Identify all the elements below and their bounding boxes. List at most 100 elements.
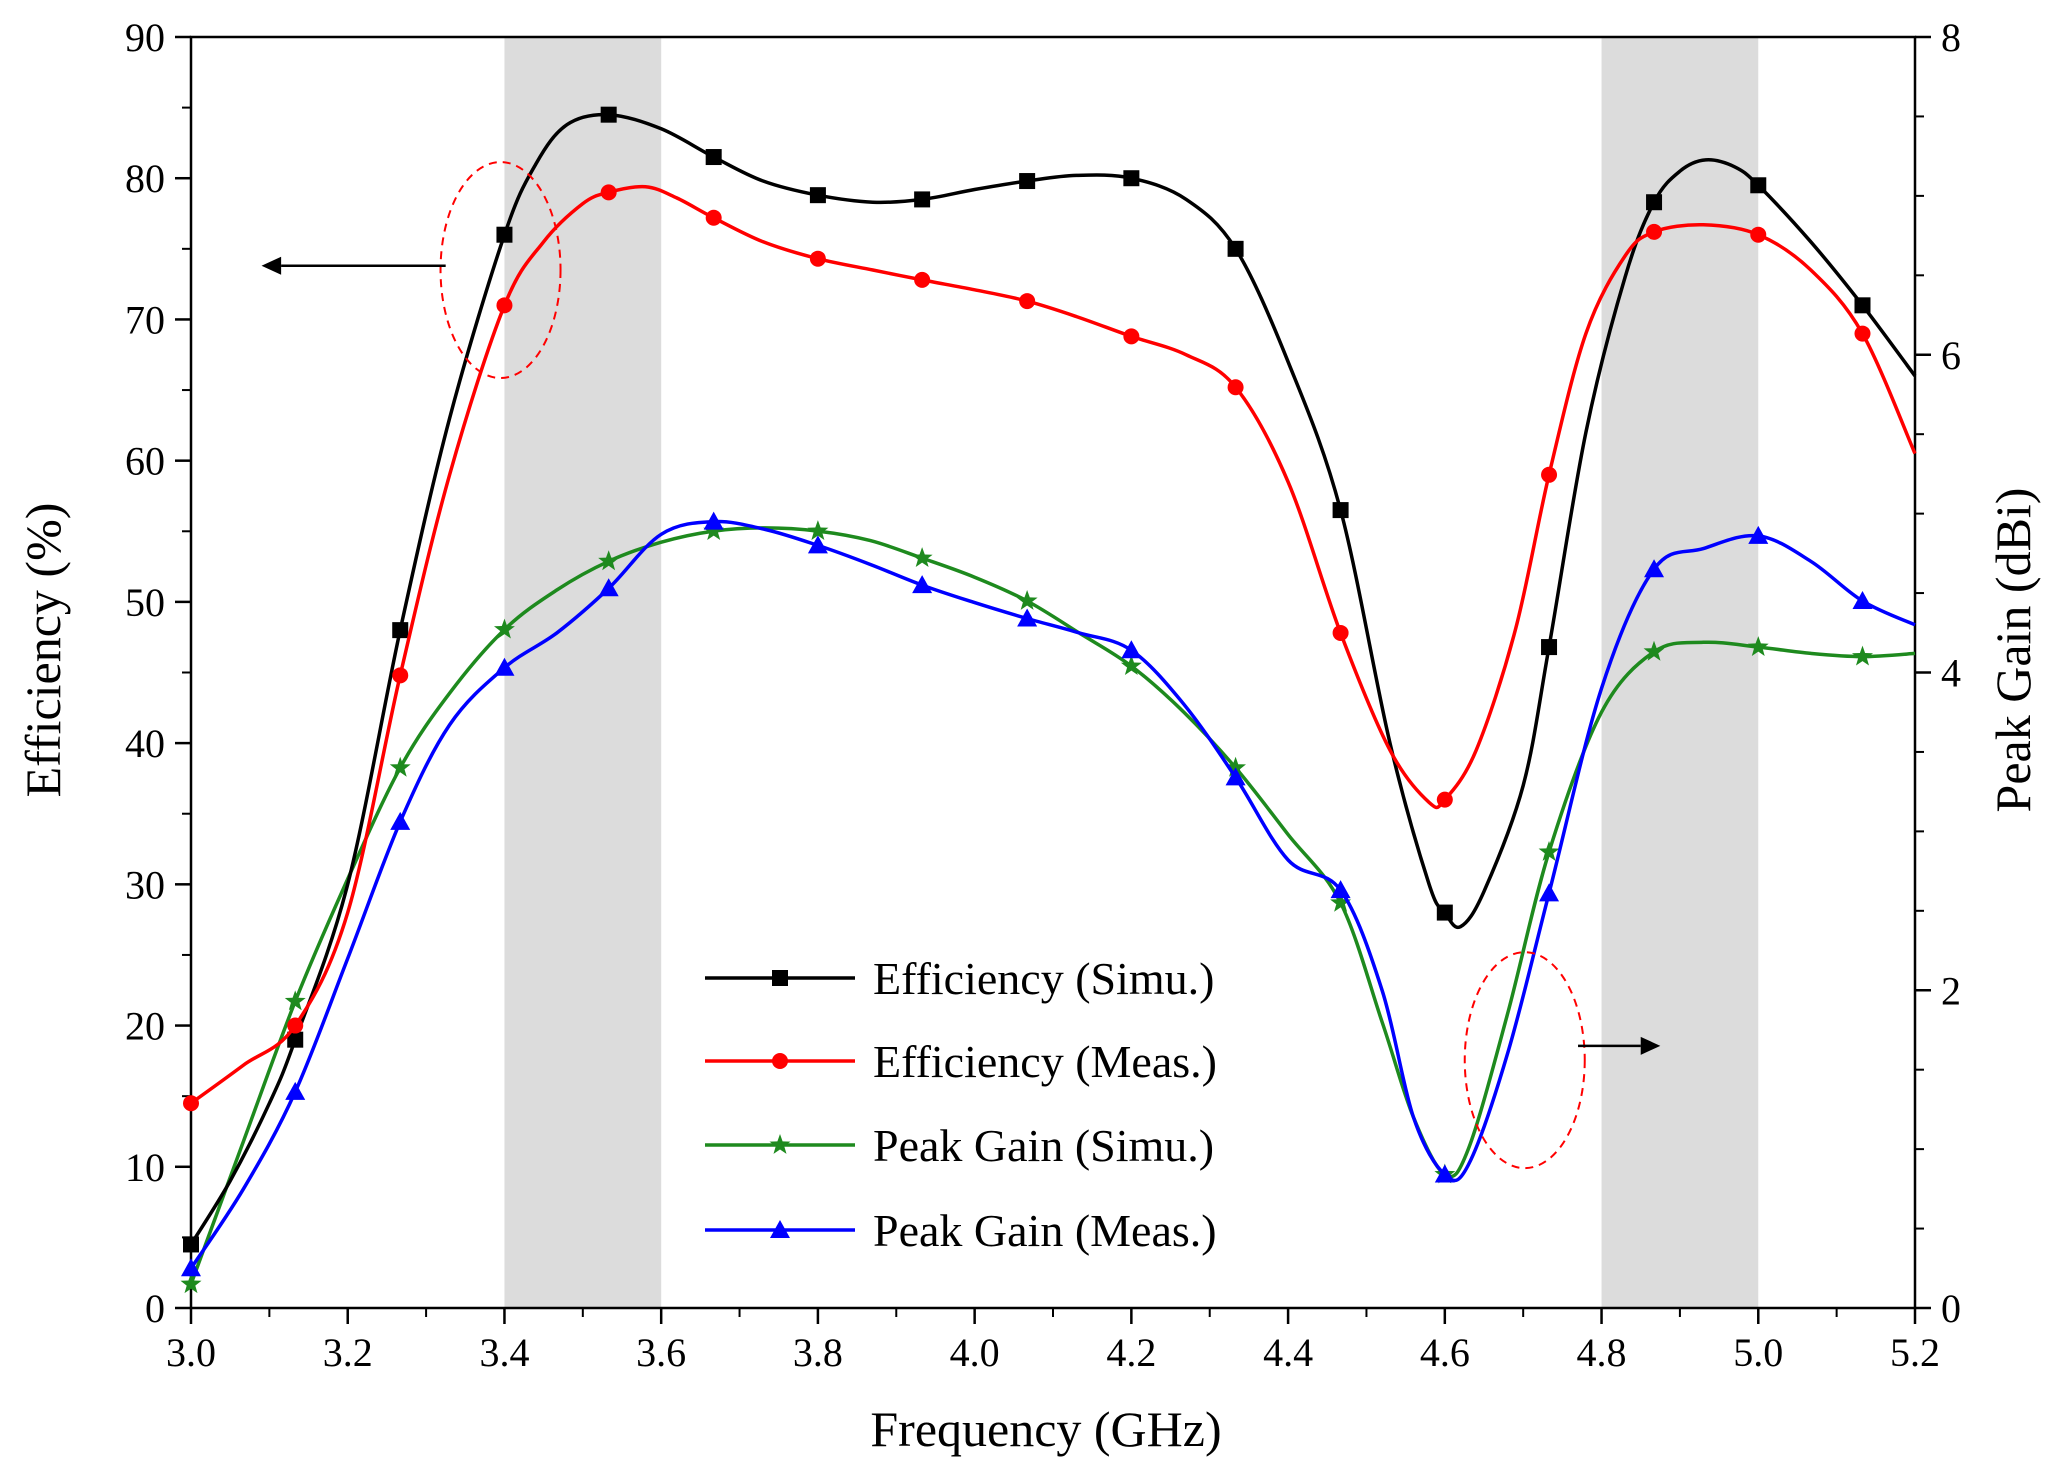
- y-right-tick-label: 0: [1941, 1286, 1961, 1331]
- data-point-peak-gain-simu: [1538, 841, 1560, 861]
- data-point-peak-gain-meas: [181, 1258, 201, 1277]
- data-point-efficiency-simu: [1227, 240, 1244, 257]
- left-axis-group-ellipse: [439, 161, 562, 380]
- x-tick-label: 3.6: [636, 1330, 686, 1375]
- data-point-peak-gain-simu: [1643, 640, 1665, 661]
- data-point-peak-gain-meas: [598, 578, 619, 597]
- data-point-efficiency-simu: [496, 226, 513, 243]
- data-point-efficiency-meas: [392, 667, 409, 684]
- x-tick-label: 3.8: [793, 1330, 843, 1375]
- data-point-peak-gain-meas: [1852, 591, 1873, 610]
- y-left-tick-label: 80: [125, 156, 165, 201]
- data-point-efficiency-simu: [705, 149, 722, 166]
- data-point-peak-gain-meas: [285, 1081, 306, 1100]
- x-tick-label: 4.6: [1420, 1330, 1470, 1375]
- data-point-peak-gain-meas: [912, 575, 933, 594]
- legend-marker-efficiency-simu: [772, 970, 788, 986]
- y-right-tick-label: 8: [1941, 15, 1961, 60]
- data-point-peak-gain-meas: [1748, 525, 1769, 544]
- y-left-tick-label: 90: [125, 15, 165, 60]
- x-tick-label: 3.2: [323, 1330, 373, 1375]
- shaded-bands-layer: [504, 37, 1759, 1308]
- data-point-peak-gain-meas: [494, 657, 515, 676]
- data-point-efficiency-meas: [1436, 791, 1453, 808]
- data-point-efficiency-simu: [1541, 639, 1558, 656]
- data-point-peak-gain-simu: [1225, 756, 1246, 777]
- y-axis-left-label: Efficiency (%): [15, 503, 71, 798]
- y-left-tick-label: 20: [125, 1004, 165, 1049]
- shaded-band: [504, 37, 662, 1308]
- data-point-efficiency-meas: [1227, 379, 1244, 396]
- y-left-tick-label: 30: [125, 862, 165, 907]
- legend-label-peak-gain-simu: Peak Gain (Simu.): [873, 1120, 1214, 1171]
- data-point-efficiency-meas: [600, 184, 617, 201]
- data-point-efficiency-simu: [183, 1236, 199, 1253]
- data-point-efficiency-meas: [287, 1017, 304, 1034]
- data-point-efficiency-simu: [392, 622, 409, 639]
- data-point-peak-gain-simu: [703, 520, 725, 540]
- axes-layer: 3.0 3.2 3.4 3.6 3.8 4.0 4.2 4.4 4.6 4.8 5.0 5.20102…: [125, 15, 1961, 1375]
- legend: Efficiency (Simu.) Efficiency (Meas.) Peak…: [705, 953, 1217, 1256]
- data-point-peak-gain-meas: [1644, 559, 1665, 578]
- data-point-efficiency-simu: [1332, 502, 1349, 519]
- y-right-tick-label: 2: [1941, 968, 1961, 1013]
- data-point-efficiency-simu: [1436, 904, 1453, 921]
- data-point-peak-gain-simu: [1120, 655, 1142, 675]
- data-point-efficiency-meas: [1332, 624, 1349, 641]
- data-point-efficiency-meas: [809, 250, 826, 267]
- data-point-peak-gain-meas: [1017, 608, 1038, 627]
- data-point-peak-gain-simu: [1747, 636, 1769, 656]
- data-point-peak-gain-simu: [494, 618, 515, 639]
- y-left-tick-label: 0: [145, 1286, 165, 1331]
- x-tick-label: 5.0: [1733, 1330, 1783, 1375]
- data-point-efficiency-simu: [287, 1031, 304, 1048]
- data-point-efficiency-simu: [600, 106, 617, 123]
- data-point-peak-gain-meas: [1330, 880, 1351, 899]
- legend-label-peak-gain-meas: Peak Gain (Meas.): [873, 1205, 1217, 1256]
- series-layer: [180, 106, 1917, 1294]
- data-point-efficiency-meas: [914, 271, 931, 288]
- data-point-efficiency-meas: [1750, 226, 1767, 243]
- y-axis-right-label: Peak Gain (dBi): [1985, 488, 2041, 813]
- data-point-peak-gain-simu: [1016, 590, 1038, 610]
- x-tick-label: 4.0: [950, 1330, 1000, 1375]
- data-point-efficiency-meas: [1123, 328, 1140, 345]
- data-point-efficiency-meas: [1854, 325, 1871, 342]
- data-point-efficiency-simu: [1123, 170, 1140, 187]
- data-point-peak-gain-meas: [390, 811, 411, 830]
- data-point-efficiency-simu: [1019, 173, 1036, 190]
- data-point-peak-gain-simu: [180, 1273, 202, 1294]
- y-left-tick-label: 70: [125, 297, 165, 342]
- y-right-tick-label: 4: [1941, 651, 1961, 696]
- y-left-tick-label: 60: [125, 439, 165, 484]
- right-axis-group-ellipse: [1463, 951, 1586, 1170]
- x-tick-label: 4.8: [1577, 1330, 1627, 1375]
- y-left-tick-label: 50: [125, 580, 165, 625]
- data-point-efficiency-simu: [914, 191, 931, 208]
- x-tick-label: 3.4: [479, 1330, 529, 1375]
- data-point-peak-gain-simu: [284, 990, 306, 1011]
- legend-marker-efficiency-meas: [772, 1053, 788, 1069]
- data-point-peak-gain-meas: [1225, 767, 1246, 786]
- data-point-peak-gain-simu: [807, 520, 829, 540]
- data-point-efficiency-simu: [1646, 194, 1663, 211]
- x-axis-label: Frequency (GHz): [870, 1401, 1221, 1457]
- data-point-efficiency-meas: [496, 297, 513, 314]
- data-point-peak-gain-simu: [1852, 645, 1873, 666]
- x-tick-label: 4.4: [1263, 1330, 1313, 1375]
- data-point-efficiency-meas: [1019, 293, 1036, 310]
- data-point-peak-gain-meas: [1434, 1164, 1455, 1183]
- data-point-efficiency-simu: [1750, 177, 1767, 194]
- legend-label-efficiency-simu: Efficiency (Simu.): [873, 953, 1215, 1004]
- legend-marker-peak-gain-simu: [769, 1134, 791, 1154]
- annotation-layer: [261, 161, 1661, 1170]
- x-tick-label: 4.2: [1106, 1330, 1156, 1375]
- data-point-peak-gain-meas: [807, 535, 828, 554]
- data-point-peak-gain-meas: [1539, 883, 1560, 902]
- right-arrow-head: [1640, 1036, 1661, 1055]
- legend-label-efficiency-meas: Efficiency (Meas.): [873, 1036, 1217, 1087]
- data-point-peak-gain-simu: [911, 547, 933, 567]
- data-point-peak-gain-simu: [1330, 891, 1352, 912]
